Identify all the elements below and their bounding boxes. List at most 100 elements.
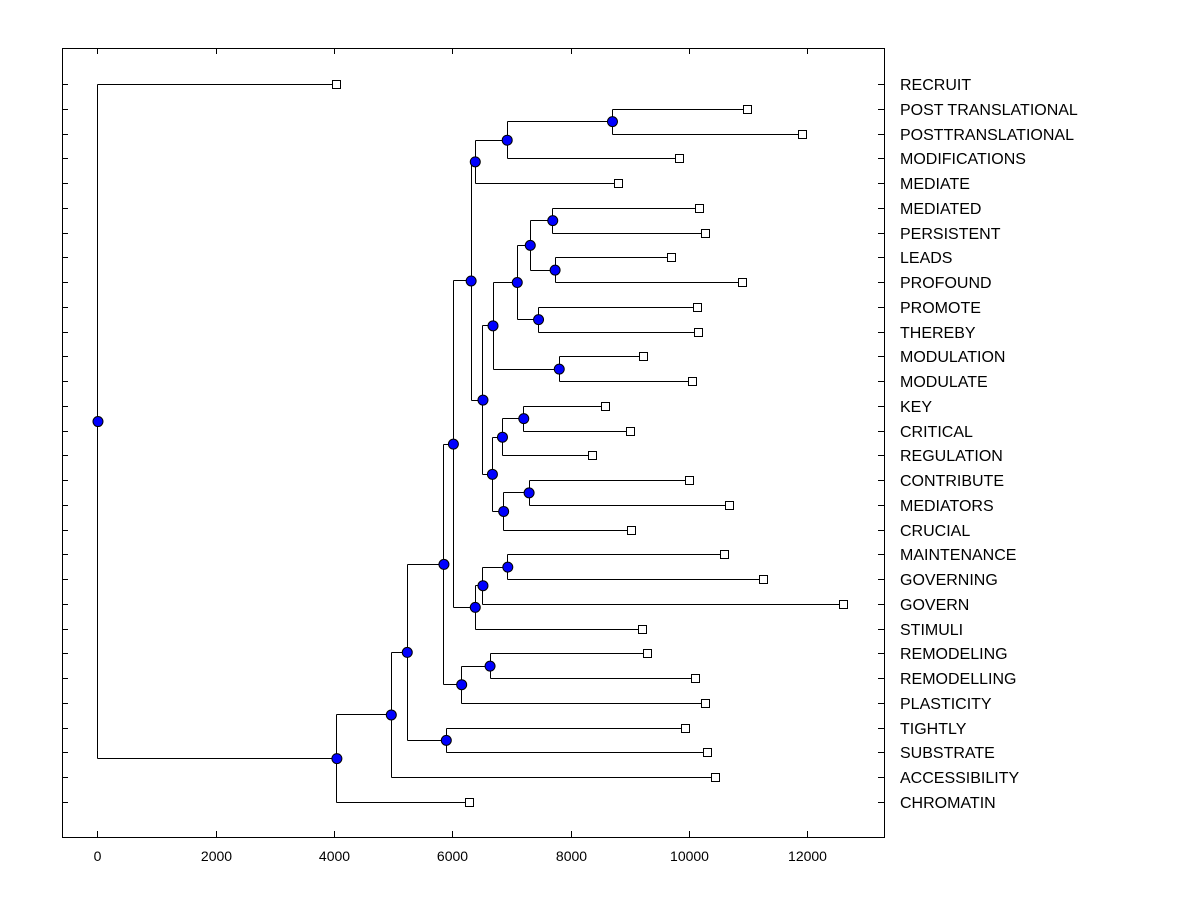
dendrogram-links (98, 85, 844, 803)
merge-node (386, 710, 396, 720)
merge-node (487, 469, 497, 479)
x-tick-label: 12000 (788, 848, 827, 864)
leaf-marker (721, 551, 729, 559)
merge-node (478, 395, 488, 405)
leaf-label: MEDIATED (900, 201, 981, 218)
leaf-marker (615, 180, 623, 188)
leaf-label: KEY (900, 399, 932, 416)
leaf-marker (696, 205, 704, 213)
merge-node (441, 735, 451, 745)
leaf-markers (333, 81, 848, 807)
x-tick-label: 6000 (437, 848, 468, 864)
leaf-marker (726, 502, 734, 510)
leaf-label: PERSISTENT (900, 226, 1001, 243)
merge-node (519, 414, 529, 424)
leaf-label: REMODELING (900, 646, 1008, 663)
leaf-marker (702, 700, 710, 708)
leaf-label: PLASTICITY (900, 696, 992, 713)
leaf-label: REMODELLING (900, 671, 1016, 688)
leaf-label: CHROMATIN (900, 795, 996, 812)
merge-node-markers (93, 117, 617, 764)
leaf-labels: RECRUIT POST TRANSLATIONAL POSTTRANSLATION… (900, 77, 1078, 812)
leaf-marker (689, 378, 697, 386)
leaf-marker (640, 353, 648, 361)
leaf-label: CRUCIAL (900, 523, 970, 540)
leaf-label: MODULATE (900, 374, 988, 391)
merge-node (534, 315, 544, 325)
leaf-marker (589, 452, 597, 460)
merge-node (439, 559, 449, 569)
merge-node (470, 157, 480, 167)
leaf-label: CONTRIBUTE (900, 473, 1004, 490)
merge-node (488, 321, 498, 331)
leaf-marker (686, 477, 694, 485)
merge-node (485, 661, 495, 671)
leaf-marker (682, 725, 690, 733)
leaf-marker (676, 155, 684, 163)
leaf-marker (333, 81, 341, 89)
x-tick-label: 2000 (201, 848, 232, 864)
x-tick-label: 8000 (556, 848, 587, 864)
leaf-label: MEDIATE (900, 176, 970, 193)
merge-node (466, 276, 476, 286)
merge-node (502, 135, 512, 145)
leaf-marker (744, 106, 752, 114)
leaf-label: POSTTRANSLATIONAL (900, 127, 1074, 144)
merge-node (607, 117, 617, 127)
leaf-marker (639, 626, 647, 634)
axis-ticks: 0 2000 4000 6000 8000 10000 12000 (62, 48, 884, 864)
leaf-label: MODULATION (900, 349, 1005, 366)
leaf-marker (694, 304, 702, 312)
merge-node (402, 647, 412, 657)
leaf-marker (704, 749, 712, 757)
leaf-marker (627, 428, 635, 436)
merge-node (524, 488, 534, 498)
dendrogram-chart: 0 2000 4000 6000 8000 10000 12000 RECRUIT POST … (0, 0, 1200, 900)
merge-node (332, 754, 342, 764)
leaf-label: GOVERNING (900, 572, 998, 589)
leaf-label: CRITICAL (900, 424, 973, 441)
leaf-label: ACCESSIBILITY (900, 770, 1019, 787)
leaf-marker (799, 131, 807, 139)
leaf-label: PROFOUND (900, 275, 992, 292)
leaf-marker (692, 675, 700, 683)
merge-node (550, 265, 560, 275)
leaf-marker (602, 403, 610, 411)
leaf-label: MAINTENANCE (900, 547, 1016, 564)
merge-node (448, 439, 458, 449)
merge-node (470, 602, 480, 612)
merge-node (497, 432, 507, 442)
leaf-label: REGULATION (900, 448, 1003, 465)
leaf-label: LEADS (900, 250, 952, 267)
leaf-label: RECRUIT (900, 77, 971, 94)
leaf-marker (644, 650, 652, 658)
leaf-label: SUBSTRATE (900, 745, 995, 762)
x-tick-label: 4000 (319, 848, 350, 864)
merge-node (478, 581, 488, 591)
merge-node (554, 364, 564, 374)
merge-node (512, 278, 522, 288)
merge-node (457, 680, 467, 690)
leaf-label: MODIFICATIONS (900, 151, 1026, 168)
leaf-marker (739, 279, 747, 287)
leaf-label: STIMULI (900, 622, 963, 639)
leaf-label: GOVERN (900, 597, 969, 614)
leaf-marker (668, 254, 676, 262)
leaf-marker (628, 527, 636, 535)
x-tick-label: 0 (94, 848, 102, 864)
merge-node (525, 240, 535, 250)
leaf-marker (760, 576, 768, 584)
x-tick-label: 10000 (670, 848, 709, 864)
merge-node (548, 216, 558, 226)
leaf-marker (695, 329, 703, 337)
merge-node (503, 562, 513, 572)
leaf-label: TIGHTLY (900, 721, 967, 738)
leaf-marker (466, 799, 474, 807)
leaf-label: THEREBY (900, 325, 976, 342)
leaf-label: MEDIATORS (900, 498, 994, 515)
leaf-label: PROMOTE (900, 300, 981, 317)
leaf-label: POST TRANSLATIONAL (900, 102, 1078, 119)
leaf-marker (712, 774, 720, 782)
merge-node (499, 506, 509, 516)
leaf-marker (840, 601, 848, 609)
